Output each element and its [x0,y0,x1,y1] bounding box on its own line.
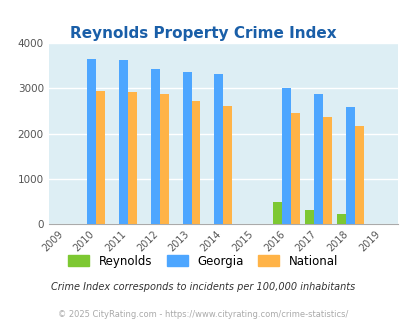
Bar [354,126,363,224]
Bar [223,106,232,224]
Bar [87,59,96,224]
Bar [182,72,191,224]
Bar [305,210,313,224]
Bar [313,94,322,224]
Bar [96,90,105,224]
Bar [322,117,331,224]
Bar [119,60,128,224]
Text: © 2025 CityRating.com - https://www.cityrating.com/crime-statistics/: © 2025 CityRating.com - https://www.city… [58,310,347,319]
Text: Crime Index corresponds to incidents per 100,000 inhabitants: Crime Index corresponds to incidents per… [51,282,354,292]
Text: Reynolds Property Crime Index: Reynolds Property Crime Index [70,26,335,41]
Bar [336,214,345,224]
Bar [273,202,281,224]
Bar [128,92,136,224]
Bar [160,94,168,224]
Bar [290,113,299,224]
Bar [214,74,223,224]
Bar [151,69,160,224]
Legend: Reynolds, Georgia, National: Reynolds, Georgia, National [63,250,342,273]
Bar [191,101,200,224]
Bar [281,88,290,224]
Bar [345,107,354,224]
